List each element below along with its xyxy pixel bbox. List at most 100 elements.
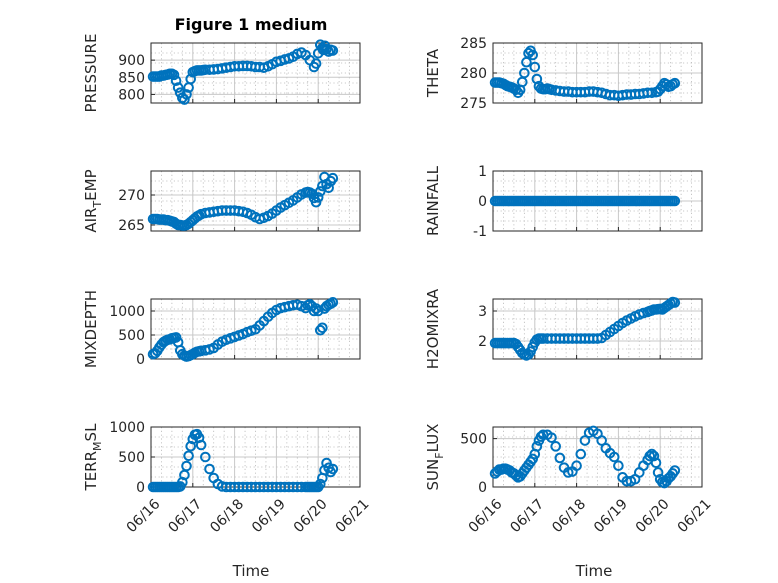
y-axis-label: RAINFALL <box>424 165 442 236</box>
data-point <box>172 82 184 93</box>
x-axis-label-right: Time <box>575 562 613 580</box>
y-axis-label: MIXDEPTH <box>82 290 100 368</box>
data-point <box>613 460 624 472</box>
y-axis-label: TERRMSL <box>82 423 104 492</box>
series-markers <box>489 296 681 361</box>
data-point <box>327 172 339 184</box>
data-point <box>648 450 660 462</box>
axes-frame <box>150 298 361 360</box>
y-axis-label: PRESSURE <box>82 34 100 113</box>
data-point <box>185 73 197 85</box>
y-tick-label: 275 <box>460 96 487 112</box>
y-axis-label: THETA <box>424 48 442 98</box>
y-tick-label: 2 <box>478 334 487 350</box>
data-point <box>550 441 562 452</box>
y-tick-label: 1000 <box>109 420 145 436</box>
x-tick-label: 06/19 <box>249 496 289 536</box>
data-point <box>308 305 320 317</box>
y-tick-label: 0 <box>136 352 145 368</box>
y-axis-label: AIRTEMP <box>82 169 104 232</box>
data-point <box>529 61 541 73</box>
x-tick-label: 06/16 <box>466 496 506 536</box>
series-markers <box>147 428 339 493</box>
y-tick-label: 900 <box>118 53 145 69</box>
y-axis-label: H2OMIXRA <box>424 288 442 369</box>
data-point <box>323 46 334 57</box>
data-point <box>562 467 574 478</box>
x-tick-label: 06/20 <box>291 496 331 536</box>
y-tick-label: 1000 <box>109 304 145 320</box>
data-point <box>546 432 557 443</box>
y-tick-label: 500 <box>460 432 487 448</box>
data-point <box>181 89 192 100</box>
data-point <box>608 451 620 463</box>
subplot-theta: 275 280 285 THETA <box>424 36 703 112</box>
y-tick-label: 280 <box>460 66 487 82</box>
data-point <box>321 43 332 55</box>
x-tick-label: 06/17 <box>165 496 205 536</box>
y-tick-label: -1 <box>473 224 487 240</box>
data-point <box>310 58 322 69</box>
x-axis-label-left: Time <box>232 562 270 580</box>
y-tick-label: 0 <box>136 480 145 496</box>
y-tick-label: 3 <box>478 304 487 320</box>
y-tick-label: 0 <box>478 194 487 210</box>
x-tick-label: 06/21 <box>675 496 715 536</box>
data-point <box>195 439 207 451</box>
series-markers <box>147 39 339 105</box>
data-point <box>669 465 681 476</box>
y-tick-label: 1 <box>478 164 487 180</box>
x-tick-label: 06/19 <box>591 496 631 536</box>
y-tick-label: 800 <box>118 87 145 103</box>
data-point <box>323 182 334 194</box>
data-point <box>314 186 326 197</box>
data-point <box>575 448 587 460</box>
data-point <box>646 448 658 460</box>
data-point <box>571 460 582 472</box>
y-tick-label: 265 <box>118 218 145 234</box>
y-tick-label: 500 <box>118 328 145 344</box>
data-point <box>312 192 324 203</box>
data-point <box>179 94 190 105</box>
data-point <box>646 87 658 99</box>
x-tick-label: 06/17 <box>507 496 547 536</box>
subplot-h2omixra: 2 3 H2OMIXRA <box>424 288 703 369</box>
data-point <box>519 67 530 79</box>
data-point <box>527 453 539 465</box>
series-markers <box>147 297 339 362</box>
y-axis-label: SUNFLUX <box>424 424 446 491</box>
x-tick-label: 06/18 <box>207 496 247 536</box>
subplot-mixdepth: 0 500 1000 MIXDEPTH <box>82 290 361 368</box>
data-point <box>314 324 326 336</box>
data-point <box>312 305 324 317</box>
data-point <box>314 478 326 490</box>
axes-frame <box>492 426 703 488</box>
data-point <box>183 450 194 462</box>
y-tick-label: 285 <box>460 36 487 52</box>
data-point <box>317 322 328 334</box>
x-tick-label: 06/21 <box>333 496 373 536</box>
data-point <box>181 460 192 472</box>
data-point <box>535 431 547 442</box>
data-point <box>579 435 591 446</box>
data-point <box>596 435 607 446</box>
subplot-sun-flux: 0 500 SUNFLUX 06/16 06/17 06/18 06/19 06/20 06/2… <box>424 424 714 536</box>
data-point <box>669 77 681 89</box>
series-markers <box>147 171 339 231</box>
data-point <box>650 457 662 469</box>
data-point <box>204 463 215 475</box>
data-point <box>327 463 339 475</box>
data-point <box>554 452 566 464</box>
x-tick-label: 06/16 <box>124 496 164 536</box>
series-markers <box>489 195 681 207</box>
y-tick-label: 850 <box>118 70 145 86</box>
data-point <box>510 470 522 481</box>
data-point <box>327 45 339 56</box>
y-tick-label: 270 <box>118 188 145 204</box>
data-point <box>200 451 211 463</box>
data-point <box>652 467 664 478</box>
data-point <box>669 297 681 308</box>
